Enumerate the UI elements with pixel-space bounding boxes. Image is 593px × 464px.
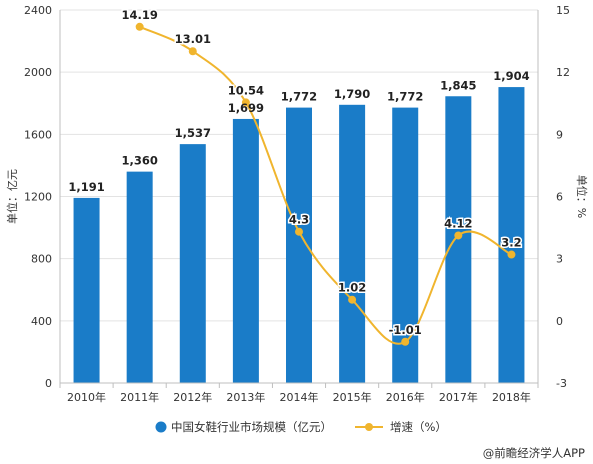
y-right-tick-label: 15 [556, 4, 570, 17]
legend: 中国女鞋行业市场规模（亿元） 增速（%） [155, 420, 447, 434]
y-right-tick-label: -3 [556, 377, 567, 390]
bar-value-label: 1,790 [334, 87, 370, 101]
axes: 0 400 800 1200 1600 2000 2400 -3 0 3 6 9 12 15 单位：亿元 单位… [5, 4, 589, 404]
bar [126, 171, 153, 383]
y-left-tick-label: 400 [31, 315, 52, 328]
x-tick-label: 2013年 [226, 390, 265, 404]
legend-bar-marker [155, 421, 167, 433]
bar [73, 197, 100, 383]
line-series [135, 22, 516, 346]
bar [498, 87, 525, 383]
x-tick-label: 2012年 [173, 390, 212, 404]
legend-line-point [365, 423, 373, 431]
bar-value-label: 1,191 [68, 180, 104, 194]
x-tick-label: 2014年 [280, 390, 319, 404]
line-value-label: 4.12 [444, 216, 472, 230]
x-tick-label: 2017年 [439, 390, 478, 404]
line-value-label: 14.19 [121, 8, 157, 22]
x-tick-label: 2010年 [67, 390, 106, 404]
y-left-tick-label: 2000 [24, 66, 52, 79]
x-tick-label: 2018年 [492, 390, 531, 404]
bar-value-label: 1,845 [440, 78, 476, 92]
y-left-tick-label: 1200 [24, 191, 52, 204]
bar [179, 144, 206, 383]
line-point [401, 337, 410, 346]
line-point [454, 231, 463, 240]
line-point [135, 22, 144, 31]
y-right-tick-label: 12 [556, 66, 570, 79]
y-left-tick-label: 800 [31, 253, 52, 266]
bar-value-label: 1,699 [228, 101, 264, 115]
bar-value-label: 1,904 [493, 69, 529, 83]
bar [339, 104, 366, 383]
bar-value-label: 1,772 [281, 90, 317, 104]
x-tick-label: 2016年 [386, 390, 425, 404]
line-value-label: 10.54 [228, 83, 264, 97]
y-left-tick-label: 0 [45, 377, 52, 390]
line-value-label: 3.2 [501, 236, 521, 250]
bar [392, 107, 419, 383]
bar [286, 107, 312, 383]
line-point [507, 250, 516, 259]
source-text: @前瞻经济学人APP [483, 446, 585, 460]
y-right-axis-title: 单位：% [575, 175, 589, 218]
line-value-label: 4.3 [289, 213, 309, 227]
bar-value-label: 1,360 [121, 154, 157, 168]
y-right-tick-label: 6 [556, 191, 563, 204]
bar-value-label: 1,772 [387, 90, 423, 104]
y-right-tick-label: 0 [556, 315, 563, 328]
line-value-label: -1.01 [389, 323, 422, 337]
bar [445, 96, 472, 383]
line-value-label: 1.02 [338, 281, 366, 295]
bars [73, 87, 525, 383]
line-point [295, 227, 303, 236]
y-right-tick-label: 9 [556, 128, 563, 141]
line-point [188, 47, 197, 56]
y-left-tick-label: 1600 [24, 128, 52, 141]
y-left-axis-title: 单位：亿元 [5, 169, 19, 224]
line-point [348, 295, 357, 304]
bar [232, 118, 259, 383]
line-value-label: 13.01 [175, 32, 211, 46]
growth-line [139, 25, 512, 345]
footer: @前瞻经济学人APP [483, 446, 585, 460]
x-tick-label: 2011年 [120, 390, 159, 404]
legend-bar-label: 中国女鞋行业市场规模（亿元） [171, 420, 332, 434]
y-right-tick-label: 3 [556, 253, 563, 266]
bar-value-label: 1,537 [175, 126, 211, 140]
x-tick-label: 2015年 [333, 390, 372, 404]
data-labels: 1,191 1,360 1,537 1,699 1,772 1,790 1,772 1,845… [68, 6, 529, 338]
legend-line-label: 增速（%） [390, 420, 447, 434]
line-point [241, 98, 250, 107]
y-left-tick-label: 2400 [24, 4, 52, 17]
